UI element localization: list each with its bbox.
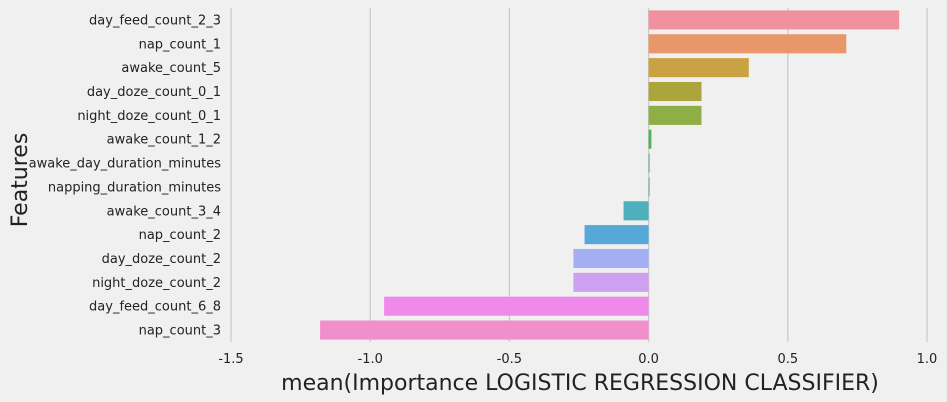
x-tick-label: -1.5: [218, 352, 243, 367]
bar: [648, 177, 650, 197]
bar: [384, 296, 649, 316]
y-tick-label: nap_count_3: [139, 324, 221, 339]
x-tick-label: 1.0: [917, 352, 938, 367]
x-tick-label: 0.5: [777, 352, 798, 367]
bar: [320, 320, 649, 340]
y-tick-label: nap_count_2: [139, 228, 221, 243]
bar: [648, 105, 702, 125]
bar: [648, 10, 900, 30]
y-tick-label: night_doze_count_2: [92, 276, 221, 291]
y-tick-label: awake_day_duration_minutes: [29, 157, 222, 172]
bar: [648, 81, 702, 102]
bar: [648, 58, 749, 78]
y-tick-labels: day_feed_count_2_3 nap_count_1 awake_count…: [29, 13, 222, 338]
bar: [584, 225, 649, 245]
y-tick-label: day_feed_count_2_3: [89, 13, 221, 28]
y-tick-label: nap_count_1: [139, 37, 221, 52]
y-tick-label: night_doze_count_0_1: [77, 109, 221, 124]
bar: [648, 153, 650, 173]
y-tick-label: napping_duration_minutes: [48, 180, 221, 195]
bar: [573, 248, 649, 269]
x-axis-title: mean(Importance LOGISTIC REGRESSION CLAS…: [281, 371, 879, 396]
y-axis-title: Features: [8, 133, 33, 228]
bar: [573, 272, 649, 292]
bar: [648, 34, 847, 54]
y-tick-label: awake_count_5: [121, 61, 221, 76]
bar: [648, 129, 652, 149]
y-tick-label: awake_count_3_4: [107, 204, 221, 219]
bars: [320, 10, 900, 340]
y-tick-label: awake_count_1_2: [107, 133, 221, 148]
y-tick-label: day_doze_count_2: [102, 252, 221, 267]
y-tick-label: day_doze_count_0_1: [87, 85, 221, 100]
x-tick-label: 0.0: [638, 352, 659, 367]
bar: [623, 201, 649, 221]
x-tick-labels: -1.5 -1.0 -0.5 0.0 0.5 1.0: [218, 352, 937, 367]
x-tick-label: -0.5: [497, 352, 522, 367]
x-tick-label: -1.0: [358, 352, 383, 367]
y-tick-label: day_feed_count_6_8: [89, 300, 221, 315]
